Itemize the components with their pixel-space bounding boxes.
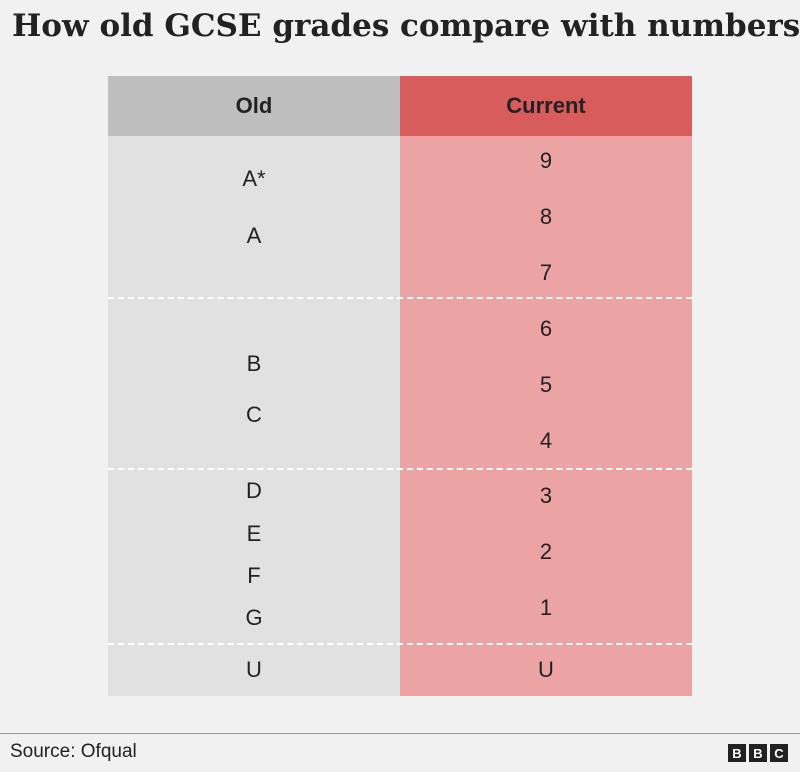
band-divider	[108, 643, 692, 645]
current-grade-cell: 3	[539, 483, 553, 508]
current-column-body	[400, 76, 692, 696]
logo-block: B	[728, 744, 746, 762]
current-grade-cell: U	[538, 657, 554, 682]
band-divider	[108, 468, 692, 470]
footer-divider	[0, 733, 800, 734]
current-grade-cell: 1	[539, 595, 553, 620]
current-grade-cell: 7	[539, 260, 553, 285]
band-divider	[108, 297, 692, 299]
old-grade-cell: A	[246, 223, 262, 248]
current-grade-cell: 4	[539, 428, 553, 453]
logo-block: B	[749, 744, 767, 762]
current-grade-cell: 8	[539, 204, 553, 229]
bbc-logo: B B C	[728, 744, 788, 762]
old-grade-cell: U	[246, 657, 262, 682]
old-column-body	[108, 76, 400, 696]
current-grade-cell: 9	[539, 148, 553, 173]
chart-title: How old GCSE grades compare with numbers	[12, 8, 800, 44]
current-grade-cell: 6	[539, 316, 553, 341]
old-grade-cell: C	[246, 402, 262, 427]
logo-block: C	[770, 744, 788, 762]
old-grade-cell: A*	[242, 166, 266, 191]
current-grade-cell: 2	[539, 539, 553, 564]
old-grade-cell: D	[246, 478, 262, 503]
grade-comparison-table: Old Current A* A B C D E F G U 9 8 7 6 5…	[108, 76, 692, 696]
source-note: Source: Ofqual	[10, 741, 137, 762]
old-grade-cell: G	[245, 605, 263, 630]
old-grade-cell: E	[246, 521, 262, 546]
old-grade-cell: F	[247, 563, 261, 588]
current-grade-cell: 5	[539, 372, 553, 397]
current-column-header: Current	[400, 76, 692, 136]
old-grade-cell: B	[246, 351, 262, 376]
old-column-header: Old	[108, 76, 400, 136]
